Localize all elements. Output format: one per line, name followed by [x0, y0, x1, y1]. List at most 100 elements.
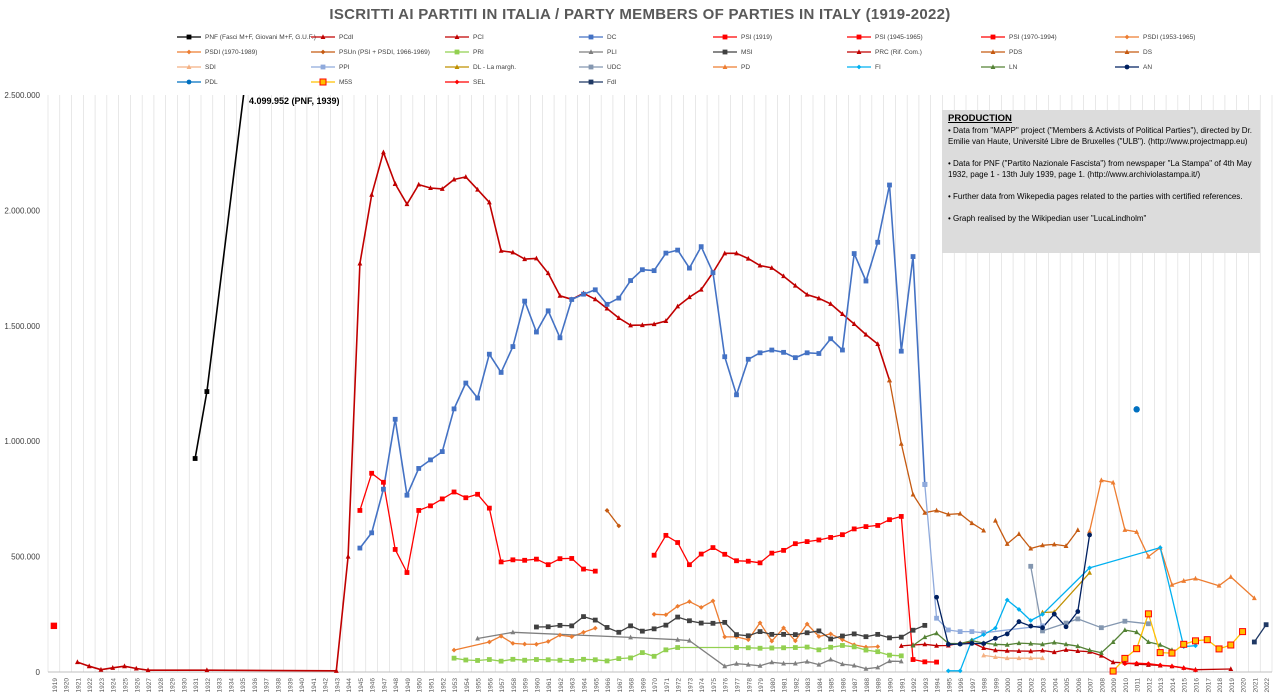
y-tick-label: 1.500.000 — [4, 322, 40, 331]
data-point-dl-la-margh — [1087, 569, 1092, 575]
data-point-pri — [545, 657, 551, 663]
data-point-msi — [781, 631, 786, 637]
x-tick-label: 1931 — [193, 678, 200, 693]
data-point-pri — [887, 652, 892, 658]
data-point-m5s — [1239, 628, 1247, 636]
data-point-m5s — [1203, 636, 1211, 644]
data-point-pri — [863, 647, 869, 653]
x-tick-label: 1995 — [946, 678, 953, 693]
x-tick-label: 1965 — [593, 678, 600, 693]
x-tick-label: 2021 — [1252, 678, 1259, 693]
legend-label: AN — [1143, 63, 1153, 71]
data-point-pli — [475, 635, 480, 641]
x-tick-label: 2014 — [1170, 678, 1177, 693]
data-point-psi-1945-1965 — [439, 496, 445, 502]
data-point-pci — [534, 255, 539, 261]
data-point-m5s — [1227, 641, 1235, 649]
legend-swatch — [579, 64, 603, 70]
x-tick-label: 1964 — [582, 678, 589, 693]
data-point-pdl — [1133, 406, 1140, 413]
data-point-pri — [498, 658, 504, 664]
data-point-m5s — [1215, 645, 1223, 653]
data-point-an — [1040, 625, 1045, 631]
data-point-pds — [969, 520, 975, 526]
data-point-ppi — [934, 615, 939, 621]
legend-label: PRI — [473, 48, 484, 56]
data-point-udc — [1040, 628, 1045, 634]
data-point-psi-1970-1994 — [769, 550, 775, 556]
data-point-psdi-1953-1965 — [486, 639, 492, 645]
x-tick-label: 1980 — [770, 678, 777, 693]
x-tick-label: 2019 — [1229, 678, 1236, 693]
data-point-ln — [1098, 650, 1104, 655]
legend-swatch — [177, 64, 201, 69]
legend-swatch — [1115, 49, 1139, 54]
data-point-psdi-1970-1989 — [710, 598, 716, 604]
legend-marker — [320, 34, 326, 39]
data-point-msi — [651, 626, 657, 632]
data-point-pci — [792, 282, 798, 288]
data-point-m5s — [1180, 640, 1188, 648]
data-point-dc — [710, 270, 716, 276]
data-point-pds — [981, 527, 987, 533]
data-point-msi — [898, 634, 904, 640]
legend-item: PNF (Fasci M+F, Giovani M+F, G.U.F.) — [176, 31, 316, 43]
data-point-psi-1970-1994 — [698, 551, 704, 557]
data-point-pli — [510, 629, 516, 635]
x-tick-label: 1956 — [487, 678, 494, 693]
legend-label: PSI (1970-1994) — [1009, 33, 1057, 41]
data-point-psi-1970-1994 — [687, 562, 692, 568]
data-point-dc — [851, 251, 857, 256]
data-point-ln — [1051, 639, 1057, 645]
x-tick-label: 1988 — [864, 678, 871, 693]
x-tick-label: 1992 — [911, 678, 918, 693]
data-point-sdi — [981, 652, 987, 658]
data-point-prc-rif-com — [1004, 647, 1010, 653]
data-point-prc-rif-com — [993, 647, 998, 653]
data-point-prc-rif-com — [1051, 649, 1057, 655]
data-point-pli — [781, 660, 786, 666]
data-point-pci — [416, 181, 422, 187]
x-tick-label: 2016 — [1194, 678, 1201, 693]
data-point-sdi — [1028, 655, 1034, 661]
x-tick-label: 1982 — [793, 678, 800, 693]
info-box-paragraph: • Data from "MAPP" project ("Members & A… — [948, 126, 1253, 146]
data-point-m5s — [1156, 649, 1164, 657]
data-point-dc — [769, 347, 775, 353]
data-point-psi-1970-1994 — [710, 545, 716, 550]
data-point-an — [1051, 611, 1057, 617]
data-point-udc — [1063, 620, 1069, 626]
data-point-ds — [1004, 541, 1010, 546]
data-point-dc — [816, 351, 822, 356]
data-point-ln — [934, 630, 939, 636]
data-point-pd — [1181, 578, 1187, 583]
data-point-psi-1945-1965 — [592, 568, 598, 574]
legend-label: MSI — [741, 48, 753, 56]
data-point-fdi — [1263, 622, 1269, 628]
data-point-pcdi — [345, 553, 351, 559]
data-point-prc-rif-com — [1028, 648, 1034, 654]
data-point-dc — [416, 466, 422, 471]
x-tick-label: 1978 — [746, 678, 753, 693]
data-point-prc-rif-com — [1110, 659, 1116, 665]
legend-swatch — [847, 64, 871, 70]
legend-item: PRI — [444, 46, 484, 58]
data-point-dc — [569, 297, 575, 302]
data-point-fi — [993, 625, 998, 631]
data-point-pli — [687, 637, 692, 643]
legend-marker — [856, 49, 862, 54]
data-point-udc — [1028, 563, 1034, 569]
legend-label: SEL — [473, 78, 486, 86]
data-point-psdi-1953-1965 — [581, 629, 586, 635]
data-point-dc — [439, 449, 445, 454]
legend-item: UDC — [578, 61, 621, 73]
x-tick-label: 1972 — [676, 678, 683, 693]
legend-item: AN — [1114, 61, 1152, 73]
data-point-ln — [1110, 639, 1116, 644]
data-point-pd — [1193, 575, 1198, 581]
data-point-dc — [498, 370, 504, 375]
data-point-psi-1945-1965 — [522, 557, 528, 563]
data-point-dc — [875, 239, 881, 245]
data-point-dc — [475, 395, 480, 401]
y-tick-label: 2.500.000 — [4, 91, 40, 100]
